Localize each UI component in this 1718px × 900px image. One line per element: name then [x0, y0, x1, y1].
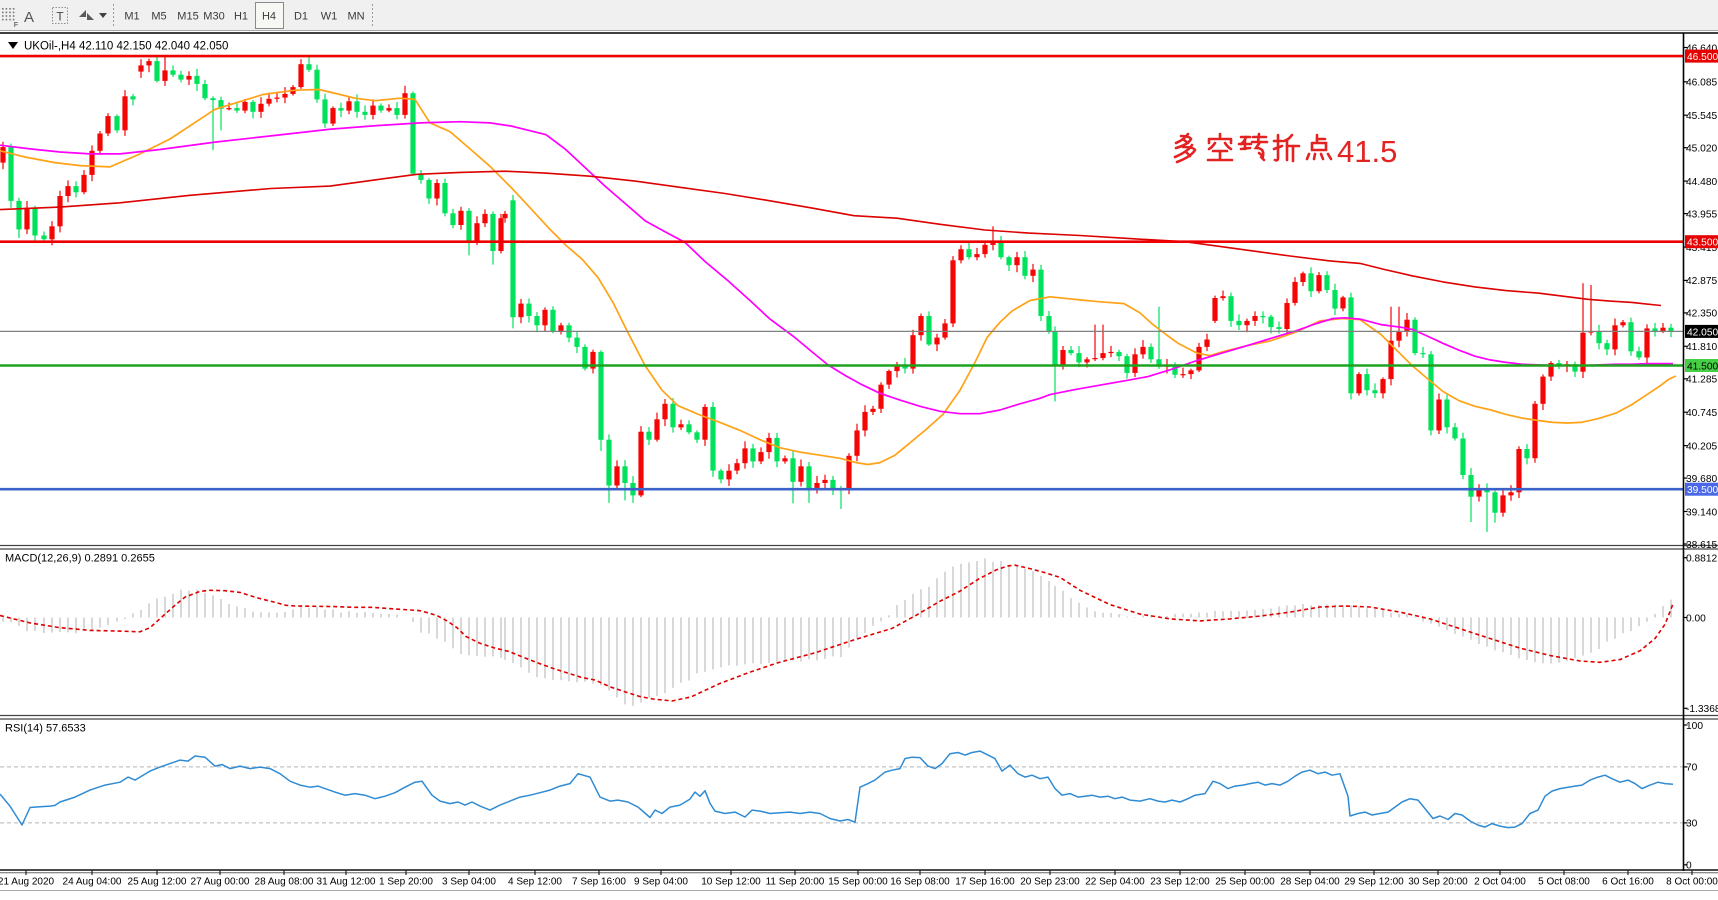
svg-text:8 Oct 00:00: 8 Oct 00:00 [1666, 877, 1718, 888]
svg-text:3 Sep 04:00: 3 Sep 04:00 [442, 877, 496, 888]
svg-text:29 Sep 12:00: 29 Sep 12:00 [1344, 877, 1404, 888]
svg-text:0.8812: 0.8812 [1686, 554, 1717, 565]
svg-text:0.00: 0.00 [1686, 613, 1706, 624]
svg-text:42.875: 42.875 [1686, 276, 1717, 287]
svg-text:42.350: 42.350 [1686, 309, 1717, 320]
svg-text:43.415: 43.415 [1686, 243, 1717, 254]
svg-text:41.500: 41.500 [1687, 361, 1718, 372]
svg-text:30 Sep 20:00: 30 Sep 20:00 [1408, 877, 1468, 888]
svg-text:M1: M1 [124, 11, 139, 23]
svg-text:11 Sep 20:00: 11 Sep 20:00 [766, 877, 825, 888]
svg-text:M15: M15 [177, 11, 198, 23]
svg-text:W1: W1 [321, 11, 338, 23]
svg-text:39.140: 39.140 [1686, 507, 1717, 518]
svg-text:F: F [14, 22, 18, 29]
svg-text:30: 30 [1686, 819, 1698, 830]
svg-text:2 Oct 04:00: 2 Oct 04:00 [1474, 877, 1526, 888]
svg-text:23 Sep 12:00: 23 Sep 12:00 [1150, 877, 1210, 888]
svg-text:5 Oct 08:00: 5 Oct 08:00 [1538, 877, 1590, 888]
svg-text:T: T [56, 10, 64, 24]
svg-text:41.285: 41.285 [1686, 375, 1717, 386]
svg-text:39.500: 39.500 [1687, 485, 1718, 496]
svg-text:25 Sep 00:00: 25 Sep 00:00 [1215, 877, 1275, 888]
svg-text:D1: D1 [294, 11, 308, 23]
svg-text:44.480: 44.480 [1686, 177, 1717, 188]
svg-text:25 Aug 12:00: 25 Aug 12:00 [128, 877, 187, 888]
svg-text:100: 100 [1686, 721, 1703, 732]
svg-text:40.205: 40.205 [1686, 441, 1717, 452]
svg-text:H4: H4 [262, 11, 276, 23]
svg-text:41.810: 41.810 [1686, 342, 1717, 353]
svg-text:UKOil-,H4 42.110 42.150 42.04: UKOil-,H4 42.110 42.150 42.040 42.050 [24, 41, 228, 53]
svg-text:28 Aug 08:00: 28 Aug 08:00 [255, 877, 314, 888]
svg-text:46.640: 46.640 [1686, 43, 1717, 54]
svg-text:6 Oct 16:00: 6 Oct 16:00 [1602, 877, 1654, 888]
svg-text:46.085: 46.085 [1686, 78, 1717, 89]
svg-text:10 Sep 12:00: 10 Sep 12:00 [701, 877, 761, 888]
svg-text:17 Sep 16:00: 17 Sep 16:00 [955, 877, 1015, 888]
svg-text:MN: MN [347, 11, 364, 23]
svg-text:24 Aug 04:00: 24 Aug 04:00 [63, 877, 122, 888]
svg-text:15 Sep 00:00: 15 Sep 00:00 [828, 877, 888, 888]
svg-text:45.020: 45.020 [1686, 144, 1717, 155]
svg-text:MACD(12,26,9) 0.2891 0.2655: MACD(12,26,9) 0.2891 0.2655 [5, 553, 155, 565]
svg-text:43.955: 43.955 [1686, 209, 1717, 220]
svg-text:46.500: 46.500 [1687, 52, 1718, 63]
svg-text:38.615: 38.615 [1686, 540, 1717, 551]
svg-text:16 Sep 08:00: 16 Sep 08:00 [890, 877, 950, 888]
svg-text:M30: M30 [203, 11, 224, 23]
svg-text:43.500: 43.500 [1687, 238, 1718, 249]
svg-text:31 Aug 12:00: 31 Aug 12:00 [317, 877, 376, 888]
svg-text:22 Sep 04:00: 22 Sep 04:00 [1085, 877, 1145, 888]
svg-text:-1.3368: -1.3368 [1686, 704, 1718, 715]
svg-text:20 Sep 23:00: 20 Sep 23:00 [1020, 877, 1080, 888]
svg-text:4 Sep 12:00: 4 Sep 12:00 [508, 877, 562, 888]
svg-text:21 Aug 2020: 21 Aug 2020 [0, 877, 55, 888]
svg-text:H1: H1 [234, 11, 248, 23]
svg-text:7 Sep 16:00: 7 Sep 16:00 [572, 877, 626, 888]
svg-text:28 Sep 04:00: 28 Sep 04:00 [1280, 877, 1340, 888]
svg-text:27 Aug 00:00: 27 Aug 00:00 [191, 877, 250, 888]
svg-text:0: 0 [1686, 861, 1692, 872]
svg-text:39.680: 39.680 [1686, 474, 1717, 485]
svg-text:9 Sep 04:00: 9 Sep 04:00 [634, 877, 688, 888]
svg-text:70: 70 [1686, 763, 1698, 774]
svg-text:41.5: 41.5 [1337, 134, 1397, 169]
svg-text:45.545: 45.545 [1686, 111, 1717, 122]
svg-text:RSI(14) 57.6533: RSI(14) 57.6533 [5, 723, 86, 735]
svg-text:A: A [24, 9, 34, 26]
svg-text:40.745: 40.745 [1686, 408, 1717, 419]
svg-text:M5: M5 [151, 11, 166, 23]
svg-text:42.050: 42.050 [1687, 327, 1718, 338]
svg-text:1 Sep 20:00: 1 Sep 20:00 [379, 877, 433, 888]
